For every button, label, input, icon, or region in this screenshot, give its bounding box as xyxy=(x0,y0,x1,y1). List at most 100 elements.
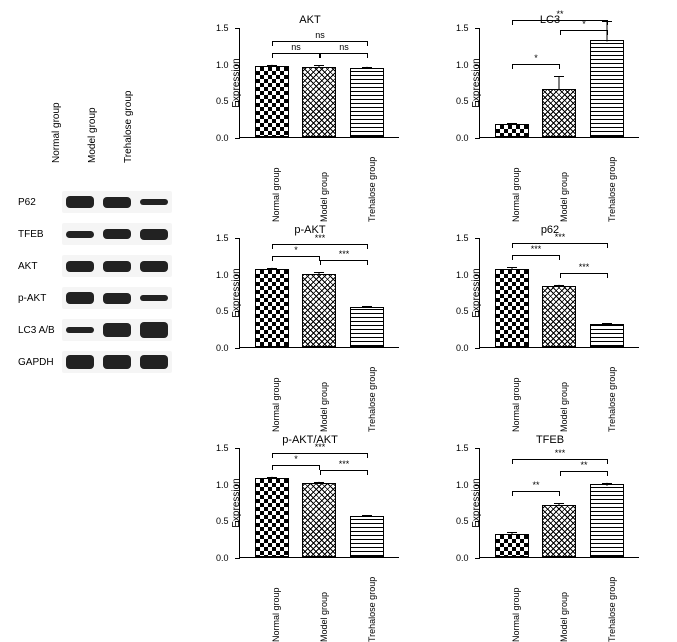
bar xyxy=(495,269,529,347)
protein-label: GAPDH xyxy=(18,357,62,368)
y-tick-label: 1.5 xyxy=(456,443,469,453)
x-tick-label: Normal group xyxy=(511,608,521,642)
y-tick-label: 0.5 xyxy=(216,516,229,526)
x-tick-label: Normal group xyxy=(511,188,521,222)
plot-area: Expression0.00.51.01.5**** xyxy=(479,28,639,138)
blot-band xyxy=(103,293,131,304)
bar xyxy=(350,516,384,557)
x-tick-label: Model group xyxy=(559,608,569,642)
blot-band xyxy=(140,229,168,240)
significance-bracket xyxy=(272,41,368,45)
bar xyxy=(255,478,289,557)
blot-band xyxy=(103,355,131,369)
bar-chart-p-AKT: p-AKTExpression0.00.51.01.5*******Normal… xyxy=(205,224,415,404)
x-tick-label: Normal group xyxy=(511,398,521,432)
significance-label: *** xyxy=(579,262,590,272)
y-tick-label: 1.5 xyxy=(216,23,229,33)
significance-bracket xyxy=(512,255,560,259)
y-tick-label: 0.5 xyxy=(456,306,469,316)
x-tick-label: Trehalose group xyxy=(367,188,377,222)
y-tick-label: 1.5 xyxy=(456,23,469,33)
significance-label: ** xyxy=(532,480,539,490)
x-tick-label: Trehalose group xyxy=(367,398,377,432)
bar xyxy=(302,67,336,137)
blot-band xyxy=(66,231,94,238)
significance-label: *** xyxy=(339,459,350,469)
bar xyxy=(255,66,289,137)
wb-lane-label: Normal group xyxy=(51,127,62,163)
y-tick-label: 0.0 xyxy=(216,343,229,353)
x-tick-label: Model group xyxy=(319,608,329,642)
x-tick-label: Model group xyxy=(559,188,569,222)
protein-label: P62 xyxy=(18,197,62,208)
chart-title: AKT xyxy=(205,14,415,26)
western-blot-row: P62 xyxy=(18,189,178,215)
blot-band xyxy=(103,197,131,208)
blot-band xyxy=(66,292,94,304)
significance-bracket xyxy=(560,471,608,475)
blot-band xyxy=(140,355,168,369)
significance-bracket xyxy=(512,243,608,247)
bar-chart-p62: p62Expression0.00.51.01.5*********Normal… xyxy=(445,224,655,404)
blot-band xyxy=(140,261,168,272)
significance-label: *** xyxy=(315,233,326,243)
blot-lanes xyxy=(62,287,172,309)
significance-bracket xyxy=(512,64,560,68)
bar xyxy=(255,269,289,347)
significance-bracket xyxy=(512,491,560,495)
significance-label: ** xyxy=(556,9,563,19)
chart-title: p62 xyxy=(445,224,655,236)
y-tick-label: 0.0 xyxy=(456,553,469,563)
blot-band xyxy=(66,261,94,272)
y-tick-label: 1.0 xyxy=(456,270,469,280)
y-tick-label: 1.5 xyxy=(456,233,469,243)
y-tick-label: 0.5 xyxy=(456,516,469,526)
protein-label: TFEB xyxy=(18,229,62,240)
plot-area: Expression0.00.51.01.5******* xyxy=(239,238,399,348)
y-tick-label: 0.0 xyxy=(456,133,469,143)
x-tick-label: Trehalose group xyxy=(607,398,617,432)
y-tick-label: 0.5 xyxy=(216,306,229,316)
significance-label: ns xyxy=(315,30,325,40)
blot-lanes xyxy=(62,223,172,245)
significance-bracket xyxy=(560,30,608,34)
western-blot-row: AKT xyxy=(18,253,178,279)
blot-band xyxy=(103,229,131,239)
western-blot-row: TFEB xyxy=(18,221,178,247)
blot-band xyxy=(103,323,131,337)
y-tick-label: 1.0 xyxy=(456,480,469,490)
x-tick-label: Trehalose group xyxy=(367,608,377,642)
western-blot-lane-labels: Normal group Model group Trehalose group xyxy=(18,115,178,185)
blot-band xyxy=(103,261,131,272)
bar-chart-LC3: LC3Expression0.00.51.01.5****Normal grou… xyxy=(445,14,655,194)
y-tick-label: 1.0 xyxy=(216,270,229,280)
significance-bracket xyxy=(272,53,320,57)
significance-label: *** xyxy=(555,232,566,242)
chart-title: p-AKT/AKT xyxy=(205,434,415,446)
blot-band xyxy=(140,199,168,205)
bar xyxy=(350,307,384,347)
blot-lanes xyxy=(62,351,172,373)
western-blot-row: GAPDH xyxy=(18,349,178,375)
protein-label: LC3 A/B xyxy=(18,325,62,336)
significance-label: *** xyxy=(555,448,566,458)
x-tick-label: Normal group xyxy=(271,608,281,642)
western-blot-panel: Normal group Model group Trehalose group… xyxy=(18,115,178,381)
chart-title: p-AKT xyxy=(205,224,415,236)
blot-lanes xyxy=(62,191,172,213)
significance-label: *** xyxy=(315,442,326,452)
y-tick-label: 0.5 xyxy=(216,96,229,106)
significance-bracket xyxy=(272,256,320,260)
y-tick-label: 1.5 xyxy=(216,233,229,243)
protein-label: p-AKT xyxy=(18,293,62,304)
blot-band xyxy=(66,327,94,333)
y-tick-label: 0.0 xyxy=(216,553,229,563)
wb-lane-label: Trehalose group xyxy=(123,127,134,163)
western-blot-row: p-AKT xyxy=(18,285,178,311)
wb-lane-label: Model group xyxy=(87,127,98,163)
bar xyxy=(590,40,624,137)
significance-label: *** xyxy=(339,249,350,259)
y-tick-label: 0.5 xyxy=(456,96,469,106)
bar xyxy=(495,534,529,557)
significance-bracket xyxy=(512,20,608,24)
